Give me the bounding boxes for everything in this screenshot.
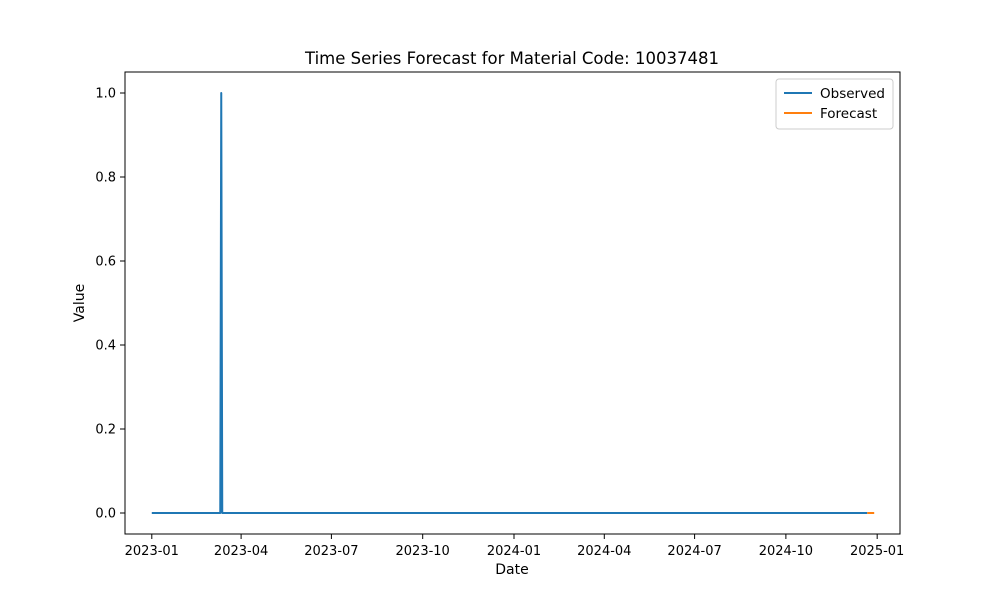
x-tick-label: 2023-07: [304, 544, 358, 559]
x-tick-label: 2024-01: [487, 544, 541, 559]
legend: Observed Forecast: [775, 78, 894, 130]
x-axis-ticks: 2023-01 2023-04 2023-07 2023-10 2024-01 2024-…: [125, 534, 904, 559]
x-tick-label: 2024-07: [667, 544, 721, 559]
x-tick-label: 2023-04: [214, 544, 268, 559]
y-tick-label: 0.2: [95, 423, 116, 438]
y-tick-label: 0.8: [95, 171, 116, 186]
x-tick-label: 2023-10: [396, 544, 450, 559]
y-tick-label: 0.0: [95, 507, 116, 522]
plot-area: [151, 92, 875, 514]
x-tick-label: 2024-04: [577, 544, 631, 559]
series-line-observed: [151, 92, 868, 514]
x-axis-label: Date: [495, 562, 528, 578]
x-tick-label: 2024-10: [759, 544, 813, 559]
plot-frame: [124, 71, 901, 535]
y-tick-label: 1.0: [95, 87, 116, 102]
y-axis-ticks: 0.0 0.2 0.4 0.6 0.8 1.0: [95, 87, 125, 522]
x-tick-label: 2025-01: [850, 544, 904, 559]
legend-box: [775, 78, 894, 130]
y-axis-label: Value: [72, 284, 88, 322]
legend-label: Observed: [820, 86, 885, 102]
y-tick-label: 0.6: [95, 255, 116, 270]
x-tick-label: 2023-01: [125, 544, 179, 559]
chart-title: Time Series Forecast for Material Code: …: [304, 49, 719, 68]
y-tick-label: 0.4: [95, 339, 116, 354]
legend-label: Forecast: [820, 106, 877, 122]
